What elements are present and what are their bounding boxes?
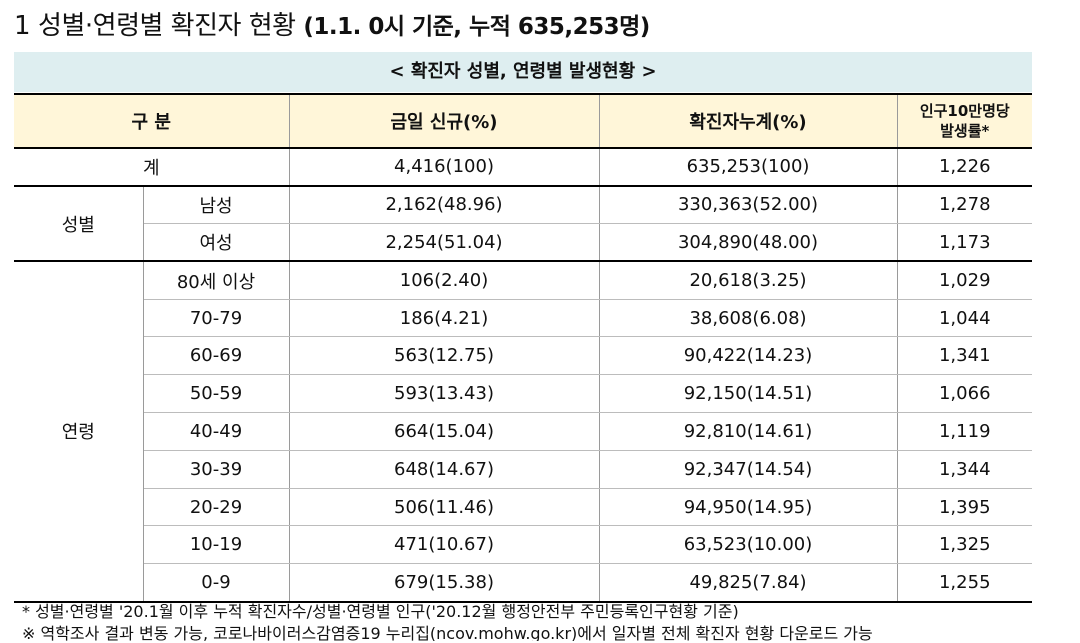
header-incidence-rate: 인구10만명당 발생률* xyxy=(897,93,1032,149)
table-row: 50-59 593(13.43) 92,150(14.51) 1,066 xyxy=(14,374,1032,414)
row-new: 563(12.75) xyxy=(289,336,600,376)
row-cumulative: 92,347(14.54) xyxy=(599,450,898,489)
table-caption: < 확진자 성별, 연령별 발생현황 > xyxy=(14,52,1032,92)
section-number: 1 xyxy=(14,11,31,41)
row-cumulative: 49,825(7.84) xyxy=(599,563,898,603)
row-new: 2,254(51.04) xyxy=(289,223,600,263)
row-cumulative: 94,950(14.95) xyxy=(599,488,898,527)
footnote-data-source: ※ 역학조사 결과 변동 가능, 코로나바이러스감염증19 누리집(ncov.m… xyxy=(22,624,873,641)
row-rate: 1,119 xyxy=(897,412,1032,451)
row-rate: 1,044 xyxy=(897,299,1032,338)
row-new: 593(13.43) xyxy=(289,374,600,414)
row-rate: 1,395 xyxy=(897,488,1032,527)
row-label: 0-9 xyxy=(143,563,290,603)
row-label: 50-59 xyxy=(143,374,290,414)
row-rate: 1,341 xyxy=(897,336,1032,376)
header-category: 구 분 xyxy=(14,93,290,149)
row-rate: 1,255 xyxy=(897,563,1032,603)
row-new: 471(10.67) xyxy=(289,525,600,565)
table-row: 70-79 186(4.21) 38,608(6.08) 1,044 xyxy=(14,299,1032,338)
age-group-label: 연령 xyxy=(14,261,144,603)
row-cumulative: 92,150(14.51) xyxy=(599,374,898,414)
total-row: 계 4,416(100) 635,253(100) 1,226 xyxy=(14,148,1032,187)
row-new: 106(2.40) xyxy=(289,261,600,300)
row-cumulative: 330,363(52.00) xyxy=(599,185,898,225)
row-label: 60-69 xyxy=(143,336,290,376)
row-cumulative: 304,890(48.00) xyxy=(599,223,898,263)
table-row: 60-69 563(12.75) 90,422(14.23) 1,341 xyxy=(14,336,1032,376)
table-row: 30-39 648(14.67) 92,347(14.54) 1,344 xyxy=(14,450,1032,489)
table-row: 10-19 471(10.67) 63,523(10.00) 1,325 xyxy=(14,525,1032,565)
row-cumulative: 38,608(6.08) xyxy=(599,299,898,338)
row-label: 여성 xyxy=(143,223,290,263)
row-rate: 1,029 xyxy=(897,261,1032,300)
row-cumulative: 20,618(3.25) xyxy=(599,261,898,300)
table-row: 0-9 679(15.38) 49,825(7.84) 1,255 xyxy=(14,563,1032,603)
row-new: 506(11.46) xyxy=(289,488,600,527)
row-label: 20-29 xyxy=(143,488,290,527)
row-rate: 1,278 xyxy=(897,185,1032,225)
row-new: 186(4.21) xyxy=(289,299,600,338)
row-rate: 1,344 xyxy=(897,450,1032,489)
row-new: 2,162(48.96) xyxy=(289,185,600,225)
header-incidence-line2: 발생률* xyxy=(940,122,990,140)
table-row: 성별 남성 2,162(48.96) 330,363(52.00) 1,278 xyxy=(14,185,1032,263)
row-cumulative: 90,422(14.23) xyxy=(599,336,898,376)
row-rate: 1,325 xyxy=(897,525,1032,565)
row-cumulative: 92,810(14.61) xyxy=(599,412,898,451)
table-header-row: 구 분 금일 신규(%) 확진자누계(%) 인구10만명당 발생률* xyxy=(14,93,1032,149)
page-title: 1 성별·연령별 확진자 현황 (1.1. 0시 기준, 누적 635,253명) xyxy=(14,6,650,46)
footnotes: * 성별·연령별 '20.1월 이후 누적 확진자수/성별·연령별 인구('20… xyxy=(22,601,1062,641)
footnote-rate-definition: * 성별·연령별 '20.1월 이후 누적 확진자수/성별·연령별 인구('20… xyxy=(22,602,739,621)
row-label: 70-79 xyxy=(143,299,290,338)
row-label: 남성 xyxy=(143,185,290,225)
row-label: 10-19 xyxy=(143,525,290,565)
table-row: 여성 2,254(51.04) 304,890(48.00) 1,173 xyxy=(14,223,1032,263)
header-cumulative-cases: 확진자누계(%) xyxy=(599,93,898,149)
header-new-cases: 금일 신규(%) xyxy=(289,93,600,149)
table-row: 20-29 506(11.46) 94,950(14.95) 1,395 xyxy=(14,488,1032,527)
sex-group-label: 성별 xyxy=(14,185,144,263)
total-rate: 1,226 xyxy=(897,148,1032,187)
table-row: 40-49 664(15.04) 92,810(14.61) 1,119 xyxy=(14,412,1032,451)
header-incidence-line1: 인구10만명당 xyxy=(919,102,1010,120)
confirmed-cases-table: 구 분 금일 신규(%) 확진자누계(%) 인구10만명당 발생률* 계 4,4… xyxy=(14,93,1032,603)
total-label: 계 xyxy=(14,148,290,187)
row-new: 679(15.38) xyxy=(289,563,600,603)
row-label: 40-49 xyxy=(143,412,290,451)
row-label: 30-39 xyxy=(143,450,290,489)
total-new: 4,416(100) xyxy=(289,148,600,187)
section-title: 성별·연령별 확진자 현황 xyxy=(38,11,296,41)
total-cumulative: 635,253(100) xyxy=(599,148,898,187)
row-rate: 1,066 xyxy=(897,374,1032,414)
row-cumulative: 63,523(10.00) xyxy=(599,525,898,565)
row-new: 648(14.67) xyxy=(289,450,600,489)
title-basis-note: (1.1. 0시 기준, 누적 635,253명) xyxy=(303,14,650,40)
row-label: 80세 이상 xyxy=(143,261,290,300)
row-new: 664(15.04) xyxy=(289,412,600,451)
row-rate: 1,173 xyxy=(897,223,1032,263)
table-row: 연령 80세 이상 106(2.40) 20,618(3.25) 1,029 xyxy=(14,261,1032,603)
